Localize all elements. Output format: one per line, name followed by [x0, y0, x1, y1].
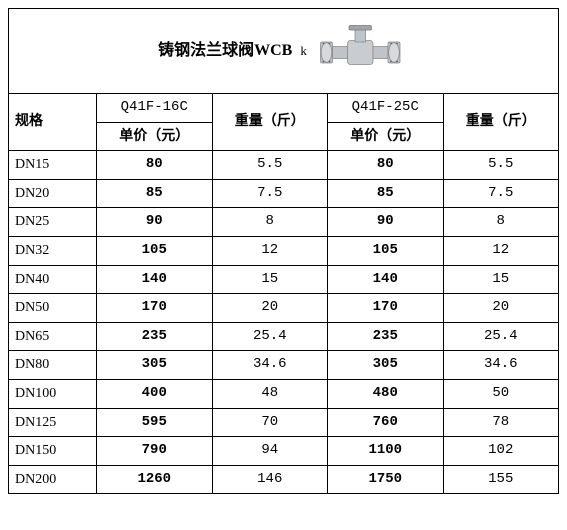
header-spec: 规格 — [9, 94, 97, 151]
table-row: DN20012601461750155 — [9, 465, 559, 494]
cell-price1: 1260 — [97, 465, 213, 494]
cell-weight2: 12 — [443, 236, 559, 265]
cell-price2: 90 — [328, 208, 444, 237]
cell-spec: DN15 — [9, 151, 97, 180]
cell-spec: DN25 — [9, 208, 97, 237]
cell-price1: 790 — [97, 437, 213, 466]
cell-price1: 235 — [97, 322, 213, 351]
table-row: DN401401514015 — [9, 265, 559, 294]
table-row: DN6523525.423525.4 — [9, 322, 559, 351]
table-row: DN20857.5857.5 — [9, 179, 559, 208]
cell-weight1: 70 — [212, 408, 328, 437]
cell-weight1: 5.5 — [212, 151, 328, 180]
cell-weight1: 34.6 — [212, 351, 328, 380]
cell-price2: 1100 — [328, 437, 444, 466]
header-price1: 单价（元） — [97, 122, 213, 151]
cell-spec: DN20 — [9, 179, 97, 208]
cell-weight1: 25.4 — [212, 322, 328, 351]
header-model1: Q41F-16C — [97, 94, 213, 123]
cell-price1: 90 — [97, 208, 213, 237]
table-row: DN321051210512 — [9, 236, 559, 265]
cell-weight1: 48 — [212, 379, 328, 408]
cell-price1: 85 — [97, 179, 213, 208]
cell-spec: DN100 — [9, 379, 97, 408]
cell-weight1: 12 — [212, 236, 328, 265]
cell-weight2: 78 — [443, 408, 559, 437]
cell-price1: 400 — [97, 379, 213, 408]
header-weight2: 重量（斤） — [443, 94, 559, 151]
cell-price2: 760 — [328, 408, 444, 437]
header-price2: 单价（元） — [328, 122, 444, 151]
cell-weight2: 50 — [443, 379, 559, 408]
cell-price2: 1750 — [328, 465, 444, 494]
cell-weight2: 34.6 — [443, 351, 559, 380]
cell-price1: 595 — [97, 408, 213, 437]
table-row: DN8030534.630534.6 — [9, 351, 559, 380]
cell-spec: DN65 — [9, 322, 97, 351]
cell-price2: 80 — [328, 151, 444, 180]
cell-price1: 305 — [97, 351, 213, 380]
cell-price1: 80 — [97, 151, 213, 180]
cell-price1: 140 — [97, 265, 213, 294]
cell-weight1: 8 — [212, 208, 328, 237]
cell-weight2: 5.5 — [443, 151, 559, 180]
cell-weight2: 15 — [443, 265, 559, 294]
cell-weight2: 7.5 — [443, 179, 559, 208]
cell-weight1: 146 — [212, 465, 328, 494]
cell-price2: 235 — [328, 322, 444, 351]
cell-weight1: 94 — [212, 437, 328, 466]
cell-weight1: 20 — [212, 294, 328, 323]
cell-spec: DN200 — [9, 465, 97, 494]
cell-spec: DN150 — [9, 437, 97, 466]
price-table: 铸钢法兰球阀WCB k — [8, 8, 559, 494]
cell-price2: 480 — [328, 379, 444, 408]
table-row: DN150790941100102 — [9, 437, 559, 466]
cell-price2: 305 — [328, 351, 444, 380]
cell-spec: DN80 — [9, 351, 97, 380]
table-title: 铸钢法兰球阀WCB — [158, 42, 292, 59]
cell-spec: DN50 — [9, 294, 97, 323]
cell-price2: 85 — [328, 179, 444, 208]
table-row: DN501702017020 — [9, 294, 559, 323]
header-row-1: 规格 Q41F-16C 重量（斤） Q41F-25C 重量（斤） — [9, 94, 559, 123]
header-model2: Q41F-25C — [328, 94, 444, 123]
cell-price2: 105 — [328, 236, 444, 265]
cell-spec: DN32 — [9, 236, 97, 265]
cell-price2: 170 — [328, 294, 444, 323]
cell-weight2: 102 — [443, 437, 559, 466]
cell-weight1: 15 — [212, 265, 328, 294]
cell-spec: DN40 — [9, 265, 97, 294]
cell-weight2: 20 — [443, 294, 559, 323]
cell-price2: 140 — [328, 265, 444, 294]
cell-weight2: 155 — [443, 465, 559, 494]
cell-weight1: 7.5 — [212, 179, 328, 208]
table-row: DN1004004848050 — [9, 379, 559, 408]
title-row: 铸钢法兰球阀WCB k — [9, 9, 559, 94]
cell-weight2: 25.4 — [443, 322, 559, 351]
table-body: DN15805.5805.5DN20857.5857.5DN25908908DN… — [9, 151, 559, 494]
table-row: DN15805.5805.5 — [9, 151, 559, 180]
valve-icon — [319, 21, 409, 81]
cell-weight2: 8 — [443, 208, 559, 237]
cell-price1: 105 — [97, 236, 213, 265]
cell-price1: 170 — [97, 294, 213, 323]
header-weight1: 重量（斤） — [212, 94, 328, 151]
table-row: DN1255957076078 — [9, 408, 559, 437]
table-title-suffix: k — [300, 43, 307, 58]
table-row: DN25908908 — [9, 208, 559, 237]
cell-spec: DN125 — [9, 408, 97, 437]
